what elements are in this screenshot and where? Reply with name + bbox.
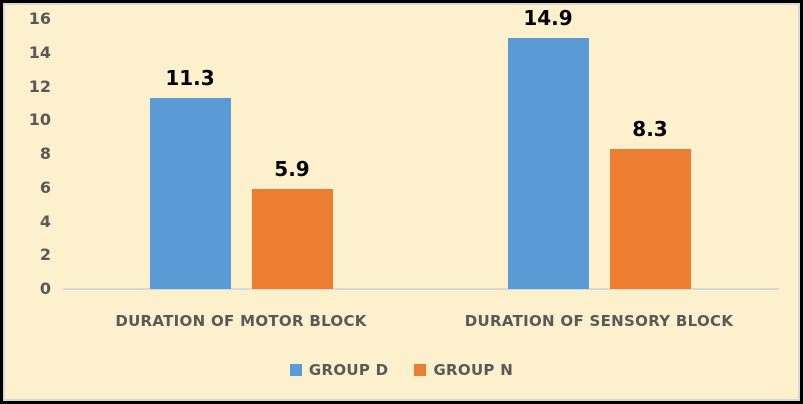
bar-group-d xyxy=(149,98,231,289)
y-tick-label: 0 xyxy=(39,279,51,298)
chart-background: 0 2 4 6 8 10 12 14 16 11.3 5.9 14.9 8.3 DURATION OF… xyxy=(3,3,800,401)
legend-item: GROUP D xyxy=(289,361,389,379)
category-label: DURATION OF SENSORY BLOCK xyxy=(464,312,734,330)
y-tick-label: 6 xyxy=(39,177,51,197)
bar-value-label: 5.9 xyxy=(274,157,310,181)
legend-label: GROUP D xyxy=(308,361,389,379)
plot-area: 0 2 4 6 8 10 12 14 16 11.3 5.9 14.9 8.3 DURATION OF… xyxy=(5,5,798,399)
y-tick-label: 8 xyxy=(39,144,51,163)
bar-group-n xyxy=(609,149,691,289)
legend-swatch-icon xyxy=(414,364,427,376)
bar-value-label: 8.3 xyxy=(632,117,668,141)
x-axis-line xyxy=(63,288,779,290)
y-tick-label: 14 xyxy=(28,42,51,62)
bar-value-label: 11.3 xyxy=(165,66,215,90)
y-tick-label: 16 xyxy=(28,9,51,28)
bar-group-n xyxy=(251,189,333,289)
legend-label: GROUP N xyxy=(433,361,514,379)
y-tick-label: 4 xyxy=(39,211,51,231)
legend: GROUP D GROUP N xyxy=(5,361,798,379)
legend-item: GROUP N xyxy=(414,361,513,379)
y-tick-label: 10 xyxy=(28,110,51,130)
bar-value-label: 14.9 xyxy=(523,6,573,30)
legend-swatch-icon xyxy=(289,364,302,376)
y-tick-label: 2 xyxy=(39,245,51,265)
bar-group-d xyxy=(507,38,589,289)
y-tick-label: 12 xyxy=(28,76,51,96)
category-label: DURATION OF MOTOR BLOCK xyxy=(115,312,367,330)
